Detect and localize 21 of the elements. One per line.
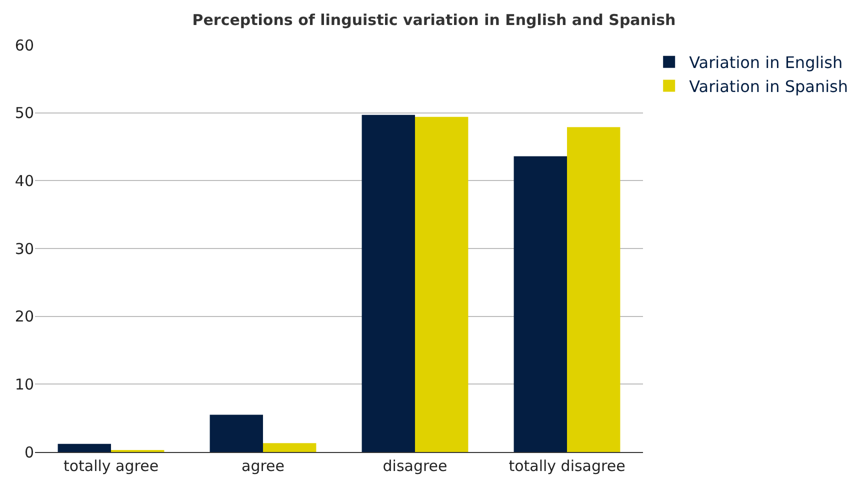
bar <box>58 444 111 452</box>
bar <box>514 156 567 452</box>
bar <box>210 414 263 452</box>
bar <box>362 114 415 452</box>
bar <box>567 127 620 452</box>
legend-label: Variation in Spanish <box>689 76 848 96</box>
legend-label: Variation in English <box>689 53 843 72</box>
bar <box>415 116 468 452</box>
chart-title: Perceptions of linguistic variation in English and Spanish <box>192 11 676 30</box>
x-tick-label: totally disagree <box>508 457 626 475</box>
y-tick-label: 60 <box>14 36 34 54</box>
y-tick-label: 30 <box>14 240 34 258</box>
x-tick-label: disagree <box>382 457 448 475</box>
x-tick-label: agree <box>241 457 285 475</box>
x-tick-label: totally agree <box>63 457 159 475</box>
y-tick-label: 0 <box>24 443 34 462</box>
y-tick-label: 50 <box>14 104 34 122</box>
y-tick-label: 20 <box>14 308 34 326</box>
bar <box>263 443 316 452</box>
y-tick-label: 40 <box>14 172 34 190</box>
y-tick-label: 10 <box>14 375 34 394</box>
